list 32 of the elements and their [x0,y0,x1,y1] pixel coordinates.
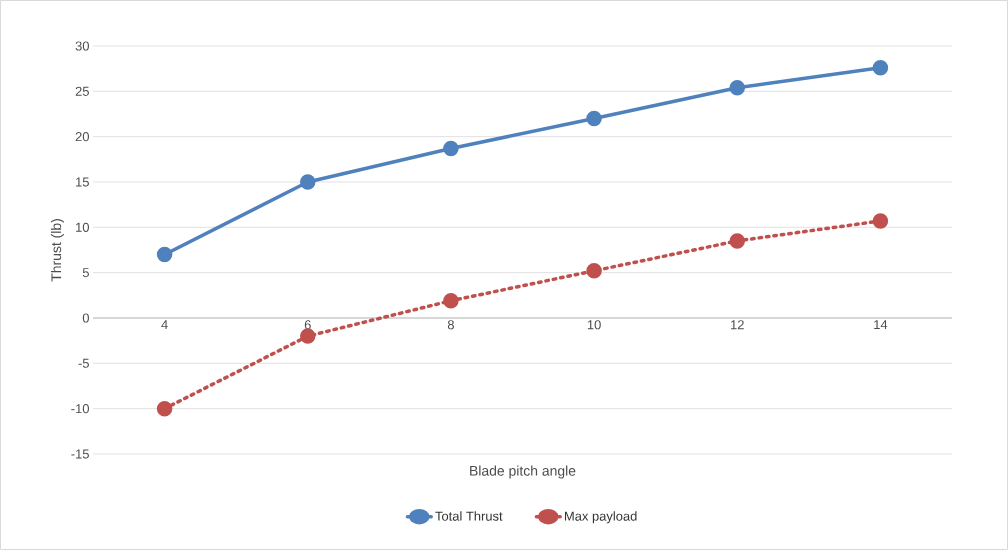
point [872,213,889,229]
x-tick-label: 4 [161,320,168,330]
x-tick-label: 10 [587,320,601,330]
y-tick-label: 25 [75,86,89,96]
y-tick-label: -10 [71,404,89,414]
y-tick-label: 0 [82,313,89,323]
x-tick-label: 14 [874,320,888,330]
x-tick-label: 6 [304,320,311,330]
x-tick-label: 8 [447,320,454,330]
point [443,140,459,157]
y-tick-label: 15 [76,177,89,187]
y-tick-label: 5 [82,268,89,278]
point [586,263,602,279]
point [300,174,316,190]
x-axis-title: Blade pitch angle [470,465,576,479]
y-tick-label: 10 [76,222,89,232]
point [443,293,459,309]
legend-label: Total Thrust [435,511,503,521]
point [872,60,889,76]
y-tick-label: -15 [71,449,89,459]
point [156,400,173,417]
legend-label: Max payload [564,511,637,524]
x-tick-label: 12 [731,320,744,330]
point [586,110,602,127]
y-tick-label: 30 [75,41,89,51]
y-tick-label: -5 [78,358,89,368]
y-tick-label: 20 [75,132,89,142]
point [300,328,316,344]
point [156,246,173,263]
point [729,79,746,96]
y-axis-title: Thrust (lb) [50,219,64,282]
point [729,233,746,249]
